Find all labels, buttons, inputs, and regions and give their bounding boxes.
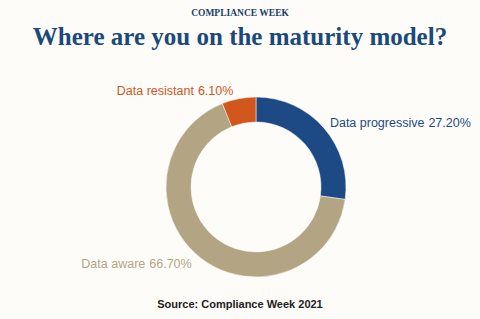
slice — [256, 97, 346, 199]
category-label: Data resistant — [117, 84, 195, 98]
data-label: Data progressive27.20% — [330, 116, 471, 130]
logo: COMPLIANCE WEEK — [191, 8, 289, 18]
data-label: Data aware 66.70% — [81, 257, 191, 271]
source: Source: Compliance Week 2021 — [157, 298, 322, 310]
title: Where are you on the maturity model? — [33, 23, 447, 50]
slices — [166, 97, 346, 277]
background — [0, 0, 480, 319]
slice — [166, 104, 345, 277]
category-label: Data aware — [81, 257, 145, 271]
slice — [222, 97, 256, 127]
chart: COMPLIANCE WEEK Where are you on the matu… — [0, 0, 480, 319]
value-label: 27.20% — [428, 116, 470, 130]
value-label: 66.70% — [149, 257, 191, 271]
value-label: 6.10% — [198, 84, 233, 98]
data-label: Data resistant6.10% — [117, 84, 234, 98]
category-label: Data progressive — [330, 116, 425, 130]
